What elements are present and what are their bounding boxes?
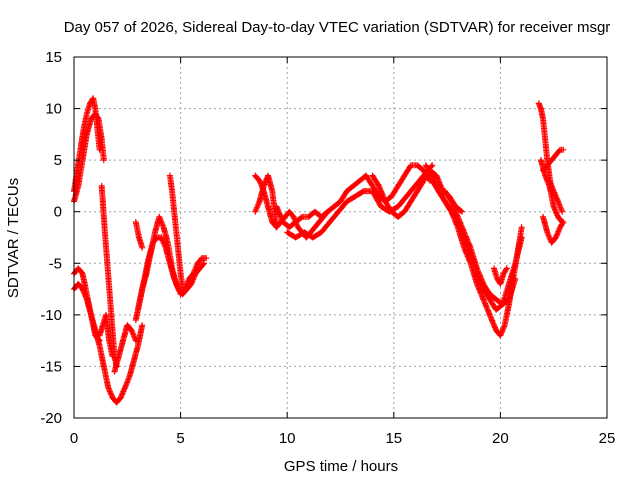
y-tick-label: 0 [54,204,62,221]
chart-title: Day 057 of 2026, Sidereal Day-to-day VTE… [64,19,611,36]
data-series-segment [491,265,510,287]
data-points [71,95,567,406]
data-series-segment [135,213,210,313]
plot-frame [73,56,608,419]
x-axis-ticks: 0 5 10 15 20 25 [70,57,616,447]
x-tick-label: 15 [385,430,402,447]
y-tick-label: 15 [45,49,62,66]
data-series-segment [540,213,567,246]
data-series-segment [546,177,566,215]
data-point-markers [540,213,567,246]
data-point-markers [273,162,433,231]
data-point-markers [491,265,510,287]
data-series-segment [273,162,433,231]
data-point-markers [98,182,120,370]
data-point-markers [442,188,519,308]
y-tick-label: -20 [40,410,62,427]
x-tick-label: 5 [176,430,184,447]
y-tick-label: -15 [40,358,62,375]
y-tick-label: -10 [40,307,62,324]
data-series-segment [98,182,120,370]
data-point-markers [284,162,436,241]
data-series-segment [540,146,567,174]
data-point-markers [546,177,566,215]
y-axis-label: SDTVAR / TECUs [5,178,22,298]
data-series-segment [132,219,146,251]
data-point-markers [166,172,186,293]
data-series-segment [442,188,519,308]
data-series-segment [166,172,186,293]
y-tick-label: -5 [49,255,62,272]
x-axis-label: GPS time / hours [284,458,398,475]
y-axis-ticks: -20 -15 -10 -5 0 5 10 15 [40,49,607,427]
y-tick-label: 5 [54,152,62,169]
x-tick-label: 20 [492,430,509,447]
x-tick-label: 0 [70,430,78,447]
data-series-segment [284,162,436,241]
y-tick-label: 10 [45,101,62,118]
data-point-markers [135,213,210,313]
data-point-markers [111,322,139,375]
data-point-markers [132,219,146,251]
data-series-segment [111,322,139,375]
data-point-markers [540,146,567,174]
x-tick-label: 10 [279,430,296,447]
x-tick-label: 25 [599,430,616,447]
